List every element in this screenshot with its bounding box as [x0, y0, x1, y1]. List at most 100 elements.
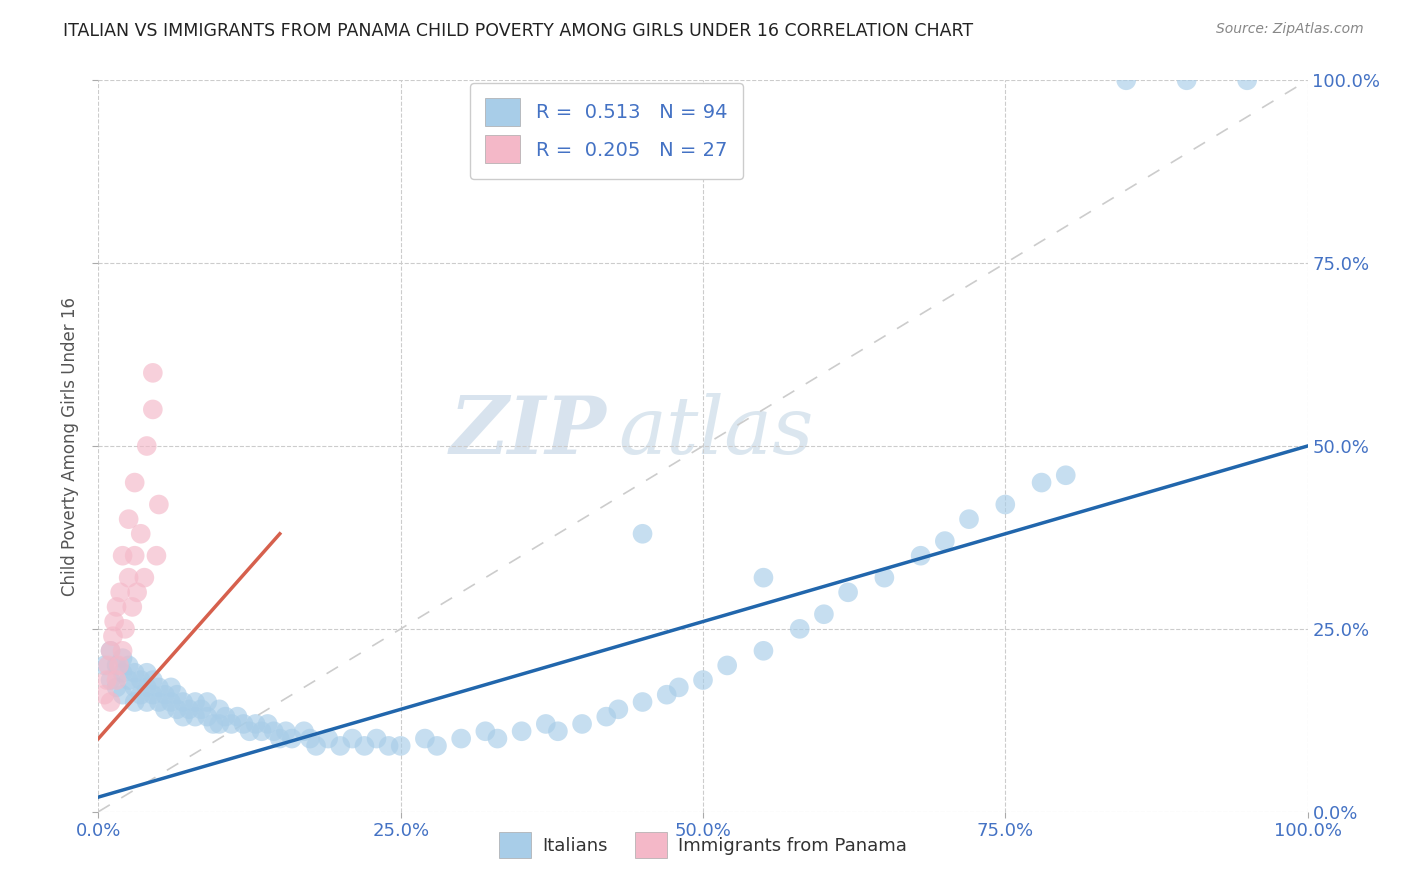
Point	[1175, 73, 1198, 87]
Point	[316, 731, 339, 746]
Point	[281, 731, 304, 746]
Point	[97, 658, 120, 673]
Point	[134, 571, 156, 585]
Point	[668, 681, 690, 695]
Point	[353, 739, 375, 753]
Point	[108, 658, 131, 673]
Point	[105, 658, 128, 673]
Point	[93, 658, 115, 673]
Point	[111, 688, 134, 702]
Point	[195, 709, 218, 723]
Point	[250, 724, 273, 739]
Point	[366, 731, 388, 746]
Point	[118, 673, 141, 687]
Point	[135, 681, 157, 695]
Point	[1054, 468, 1077, 483]
Point	[129, 688, 152, 702]
Point	[124, 681, 146, 695]
Point	[127, 585, 149, 599]
Point	[148, 695, 170, 709]
Point	[377, 739, 399, 753]
Point	[124, 549, 146, 563]
Point	[195, 695, 218, 709]
Point	[342, 731, 364, 746]
Point	[148, 498, 170, 512]
Point	[873, 571, 896, 585]
Point	[263, 724, 285, 739]
Point	[100, 695, 122, 709]
Point	[256, 717, 278, 731]
Point	[837, 585, 859, 599]
Point	[190, 702, 212, 716]
Point	[142, 673, 165, 687]
Point	[226, 709, 249, 723]
Point	[121, 599, 143, 614]
Point	[269, 731, 291, 746]
Point	[153, 702, 176, 716]
Point	[534, 717, 557, 731]
Point	[426, 739, 449, 753]
Point	[145, 549, 167, 563]
Point	[1115, 73, 1137, 87]
Point	[118, 658, 141, 673]
Point	[1236, 73, 1258, 87]
Point	[292, 724, 315, 739]
Point	[239, 724, 262, 739]
Text: ITALIAN VS IMMIGRANTS FROM PANAMA CHILD POVERTY AMONG GIRLS UNDER 16 CORRELATION: ITALIAN VS IMMIGRANTS FROM PANAMA CHILD …	[63, 22, 973, 40]
Point	[105, 673, 128, 687]
Point	[153, 688, 176, 702]
Point	[232, 717, 254, 731]
Point	[114, 622, 136, 636]
Point	[111, 651, 134, 665]
Point	[994, 498, 1017, 512]
Point	[172, 695, 194, 709]
Point	[789, 622, 811, 636]
Text: ZIP: ZIP	[450, 392, 606, 470]
Point	[474, 724, 496, 739]
Point	[160, 695, 183, 709]
Y-axis label: Child Poverty Among Girls Under 16: Child Poverty Among Girls Under 16	[60, 296, 79, 596]
Point	[184, 709, 207, 723]
Point	[135, 695, 157, 709]
Point	[716, 658, 738, 673]
Point	[752, 644, 775, 658]
Text: atlas: atlas	[619, 392, 814, 470]
Point	[160, 681, 183, 695]
Point	[124, 665, 146, 680]
Point	[124, 475, 146, 490]
Point	[221, 717, 243, 731]
Point	[93, 688, 115, 702]
Point	[208, 702, 231, 716]
Point	[111, 549, 134, 563]
Point	[100, 673, 122, 687]
Point	[957, 512, 980, 526]
Point	[389, 739, 412, 753]
Point	[135, 439, 157, 453]
Point	[208, 717, 231, 731]
Point	[179, 702, 201, 716]
Point	[142, 366, 165, 380]
Point	[934, 534, 956, 549]
Point	[96, 673, 118, 687]
Point	[101, 629, 124, 643]
Point	[118, 571, 141, 585]
Point	[100, 644, 122, 658]
Point	[166, 702, 188, 716]
Point	[129, 673, 152, 687]
Point	[752, 571, 775, 585]
Point	[108, 585, 131, 599]
Point	[329, 739, 352, 753]
Point	[305, 739, 328, 753]
Point	[692, 673, 714, 687]
Point	[142, 688, 165, 702]
Legend: Italians, Immigrants from Panama: Italians, Immigrants from Panama	[492, 825, 914, 865]
Point	[105, 599, 128, 614]
Point	[103, 615, 125, 629]
Point	[595, 709, 617, 723]
Point	[166, 688, 188, 702]
Point	[450, 731, 472, 746]
Point	[111, 644, 134, 658]
Point	[129, 526, 152, 541]
Point	[910, 549, 932, 563]
Point	[124, 695, 146, 709]
